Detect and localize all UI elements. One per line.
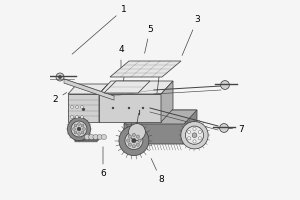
Polygon shape — [79, 139, 82, 142]
Circle shape — [81, 106, 83, 108]
Circle shape — [220, 81, 230, 89]
Circle shape — [119, 126, 149, 156]
Text: 4: 4 — [118, 46, 124, 74]
Circle shape — [127, 139, 130, 142]
Circle shape — [136, 135, 140, 138]
Circle shape — [68, 117, 91, 141]
Circle shape — [89, 134, 94, 140]
Circle shape — [138, 139, 141, 142]
Circle shape — [136, 143, 140, 146]
Circle shape — [193, 127, 196, 131]
Text: 1: 1 — [72, 4, 127, 54]
Polygon shape — [80, 139, 84, 142]
Text: 3: 3 — [182, 16, 200, 55]
Polygon shape — [104, 81, 150, 93]
Polygon shape — [161, 81, 173, 122]
Polygon shape — [82, 139, 85, 142]
Text: 8: 8 — [151, 159, 164, 184]
Circle shape — [128, 135, 131, 138]
Circle shape — [128, 107, 130, 109]
Polygon shape — [99, 94, 161, 122]
Circle shape — [125, 132, 143, 150]
Circle shape — [73, 128, 76, 130]
Polygon shape — [89, 139, 92, 142]
Polygon shape — [86, 139, 89, 142]
Polygon shape — [77, 139, 81, 142]
Polygon shape — [94, 139, 98, 142]
Polygon shape — [76, 139, 80, 142]
Circle shape — [56, 73, 64, 81]
Circle shape — [58, 75, 61, 79]
Circle shape — [70, 106, 74, 108]
Circle shape — [192, 133, 197, 138]
Circle shape — [85, 134, 90, 140]
Circle shape — [78, 133, 80, 135]
Polygon shape — [124, 110, 197, 124]
Circle shape — [81, 116, 83, 118]
Circle shape — [112, 107, 114, 109]
Circle shape — [132, 145, 136, 148]
Polygon shape — [99, 84, 108, 122]
Polygon shape — [75, 136, 102, 141]
Polygon shape — [75, 139, 78, 142]
Polygon shape — [85, 139, 88, 142]
Text: 7: 7 — [218, 124, 244, 134]
Circle shape — [70, 116, 74, 118]
Circle shape — [97, 134, 102, 140]
Circle shape — [76, 116, 78, 118]
Circle shape — [81, 131, 84, 134]
Circle shape — [198, 137, 202, 140]
Polygon shape — [68, 94, 99, 122]
Circle shape — [101, 134, 106, 140]
Circle shape — [78, 123, 80, 125]
Circle shape — [220, 124, 228, 132]
Circle shape — [82, 128, 85, 130]
Polygon shape — [68, 84, 108, 94]
Circle shape — [129, 124, 146, 140]
Circle shape — [181, 122, 208, 149]
Polygon shape — [87, 139, 91, 142]
Circle shape — [198, 130, 202, 134]
Text: 2: 2 — [52, 93, 67, 104]
Circle shape — [81, 124, 84, 127]
Text: 5: 5 — [145, 24, 153, 53]
Circle shape — [128, 143, 131, 146]
Polygon shape — [92, 139, 95, 142]
Polygon shape — [93, 139, 96, 142]
Text: 6: 6 — [100, 147, 106, 178]
Polygon shape — [83, 139, 86, 142]
Circle shape — [77, 127, 81, 131]
Polygon shape — [124, 110, 197, 144]
Polygon shape — [90, 139, 94, 142]
Circle shape — [76, 106, 78, 108]
Circle shape — [188, 137, 191, 140]
Circle shape — [142, 107, 144, 109]
Circle shape — [82, 108, 85, 111]
Polygon shape — [110, 61, 181, 77]
Circle shape — [193, 140, 196, 143]
Circle shape — [185, 126, 204, 144]
Polygon shape — [96, 139, 99, 142]
Circle shape — [132, 138, 136, 143]
Circle shape — [71, 121, 87, 137]
Circle shape — [74, 124, 77, 127]
Circle shape — [74, 131, 77, 134]
Circle shape — [188, 130, 191, 134]
Polygon shape — [99, 81, 173, 94]
Polygon shape — [64, 79, 114, 100]
Circle shape — [93, 134, 98, 140]
Circle shape — [132, 133, 136, 137]
